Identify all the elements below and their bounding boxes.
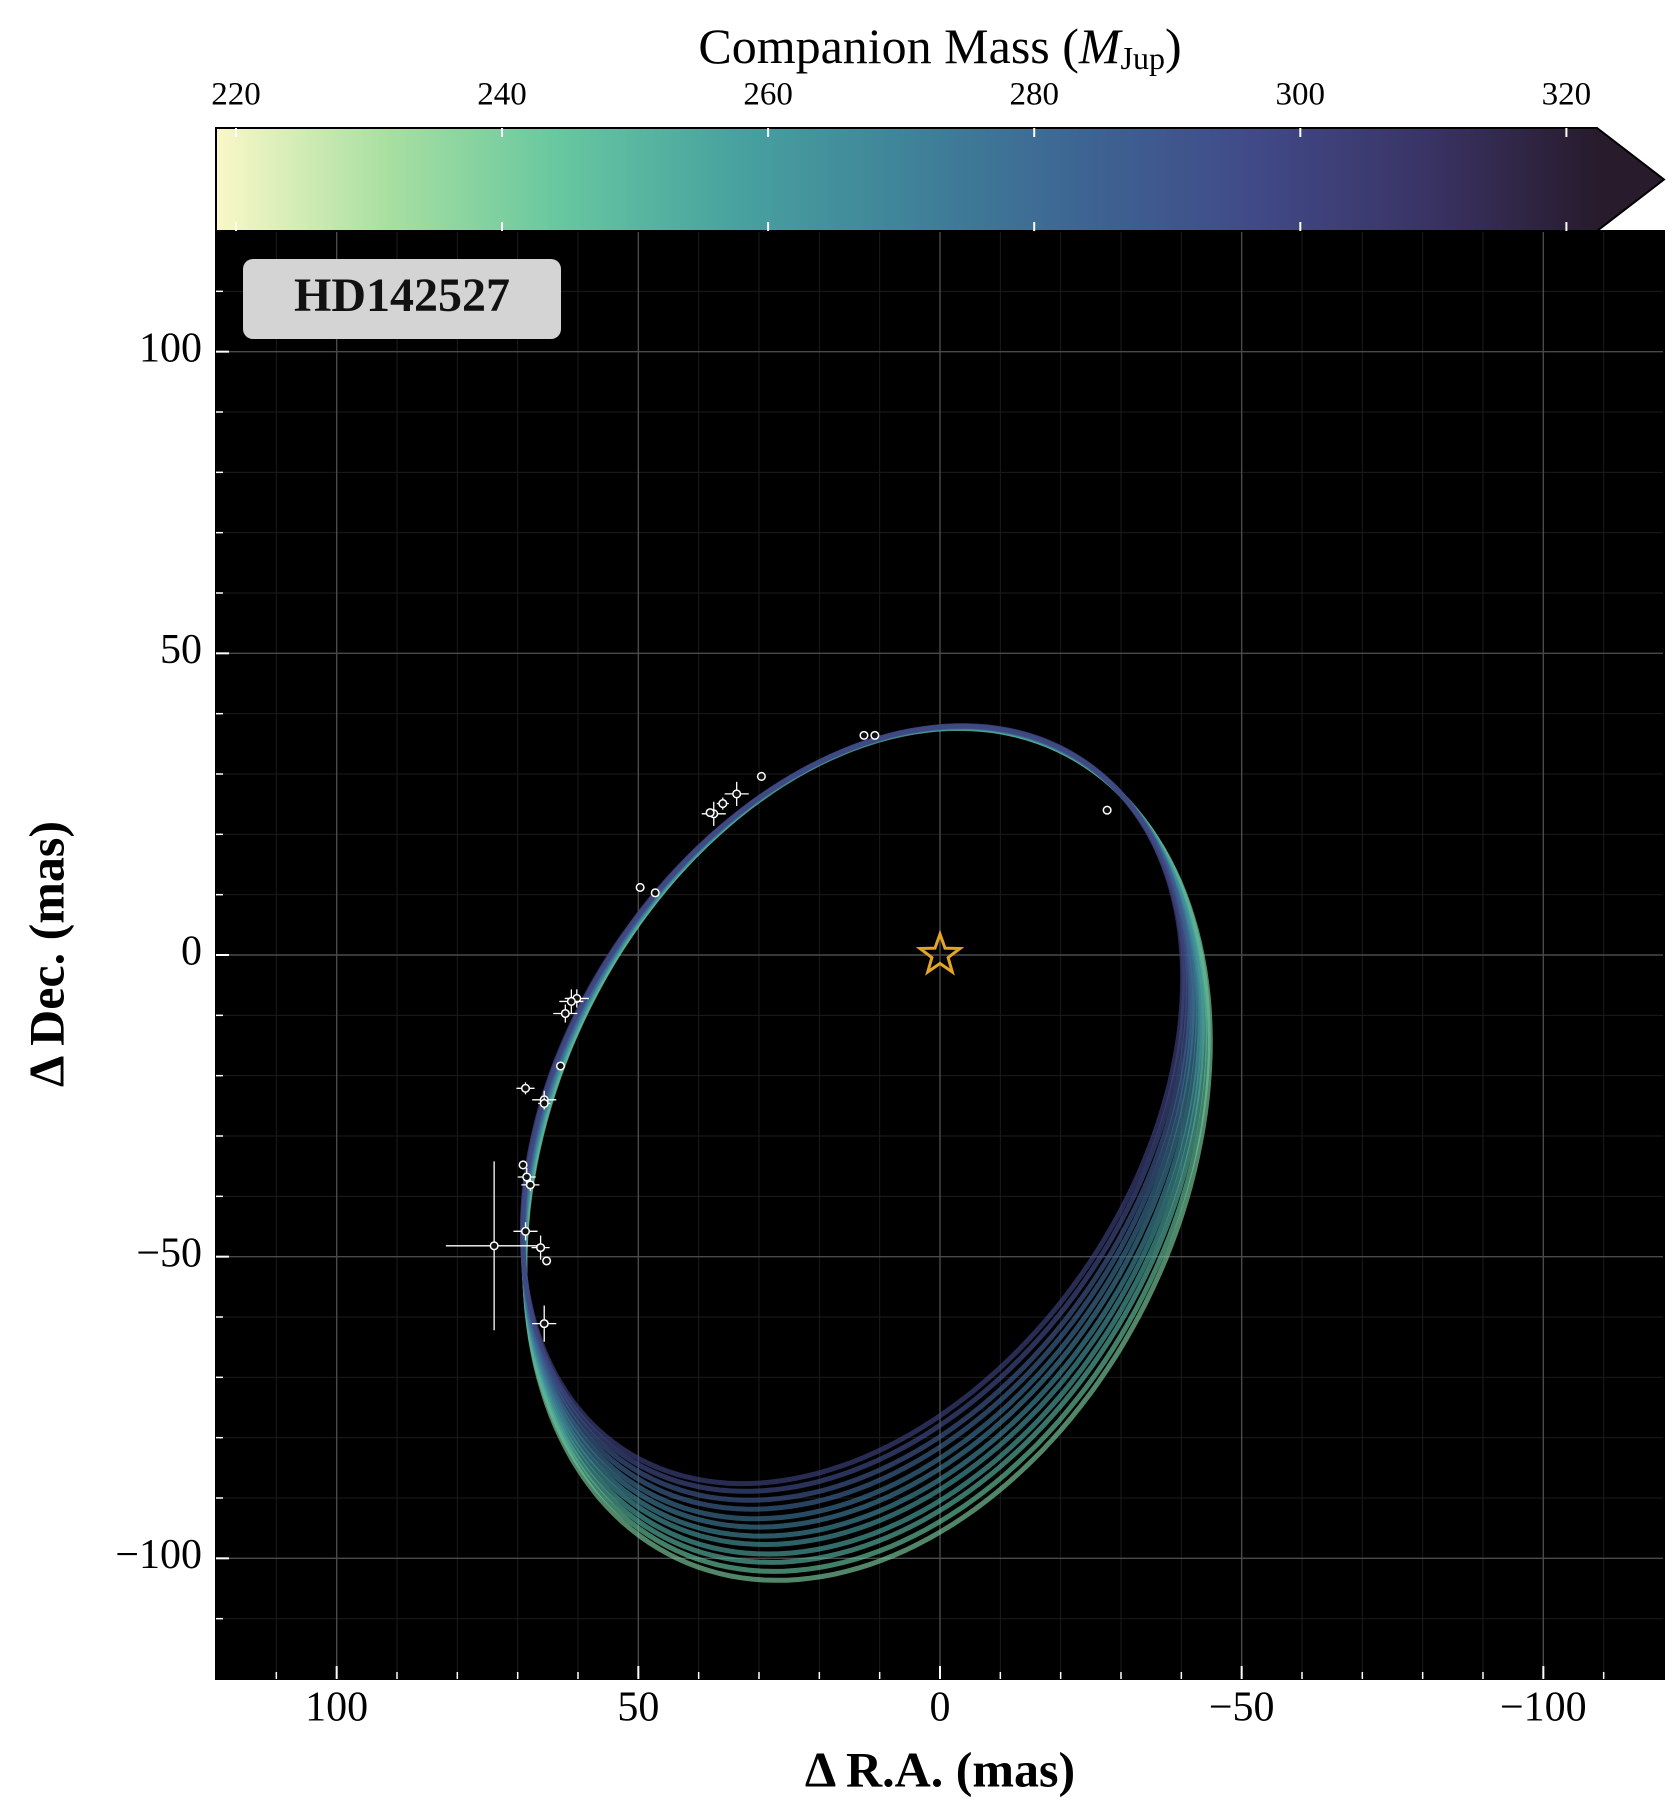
colorbar-tick-label: 220 (211, 77, 261, 113)
colorbar-tick-label: 320 (1542, 77, 1592, 113)
colorbar-label-symbol: M (1078, 18, 1123, 74)
x-tick-label: 0 (930, 1685, 951, 1731)
astrometry-point (520, 1226, 531, 1236)
y-tick-label: 0 (181, 929, 202, 975)
target-label: HD142527 (294, 269, 510, 322)
astrometry-point (859, 730, 869, 740)
astrometry-point (542, 1256, 552, 1266)
colorbar-tick-label: 300 (1276, 77, 1326, 113)
astrometry-point (635, 882, 645, 892)
astrometry-point (756, 771, 766, 781)
colorbar-outline (215, 127, 1666, 232)
x-tick-label: −50 (1209, 1685, 1275, 1731)
y-tick-label: 100 (139, 325, 202, 371)
astrometry-point (650, 888, 660, 898)
colorbar-extension (1597, 128, 1664, 231)
astrometry-point (539, 1098, 549, 1108)
astrometry-point (518, 1160, 528, 1170)
colorbar-label-text: ) (1165, 18, 1182, 74)
astrometry-point (566, 996, 576, 1007)
astrometry-point (732, 789, 742, 799)
colorbar (216, 128, 1597, 231)
colorbar-label-subscript: Jup (1121, 40, 1165, 76)
astrometry-point (705, 808, 715, 818)
colorbar-tick-label: 280 (1009, 77, 1059, 113)
astrometry-point (536, 1243, 546, 1253)
astrometry-point (489, 1241, 499, 1251)
y-tick-label: 50 (160, 627, 202, 673)
label-box (243, 259, 561, 339)
colorbar-tick-label: 240 (477, 77, 527, 113)
colorbar-tick-label: 260 (743, 77, 793, 113)
astrometry-point (520, 1083, 531, 1093)
astrometry-point (525, 1180, 535, 1190)
astrometry-point (718, 799, 728, 809)
astrometry-point (870, 730, 880, 740)
y-tick-label: −50 (136, 1230, 202, 1276)
astrometry-point (539, 1319, 549, 1329)
orbit (519, 723, 1186, 1487)
astrometry-point (555, 1061, 566, 1071)
colorbar-label: Companion Mass (MJup) (698, 18, 1181, 76)
y-tick-label: −100 (115, 1532, 202, 1578)
astrometry-point (522, 1172, 532, 1182)
astrometry-point (1102, 805, 1112, 815)
host-star (915, 929, 965, 976)
y-axis-label: Δ Dec. (mas) (18, 821, 74, 1087)
colorbar-label-text: Companion Mass ( (698, 18, 1079, 74)
x-tick-label: 50 (617, 1685, 659, 1731)
x-axis-label: Δ R.A. (mas) (805, 1741, 1075, 1797)
x-tick-label: −100 (1500, 1685, 1587, 1731)
x-tick-label: 100 (305, 1685, 368, 1731)
astrometry-point (560, 1008, 570, 1019)
